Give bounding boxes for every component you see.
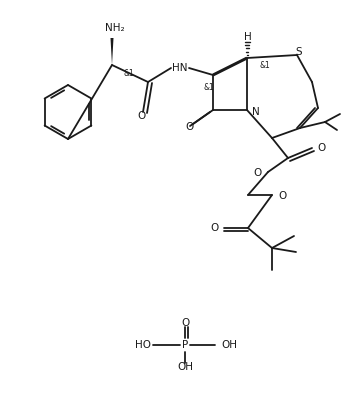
Text: OH: OH (221, 340, 237, 350)
Text: &1: &1 (124, 69, 135, 78)
Text: O: O (317, 143, 325, 153)
Text: HN: HN (172, 63, 188, 73)
Text: O: O (137, 111, 145, 121)
Text: O: O (278, 191, 286, 201)
Text: O: O (254, 168, 262, 178)
Text: S: S (296, 47, 302, 57)
Text: &1: &1 (203, 82, 214, 91)
Text: P: P (182, 340, 188, 350)
Polygon shape (212, 57, 248, 76)
Text: H: H (244, 32, 252, 42)
Polygon shape (111, 38, 113, 65)
Text: N: N (252, 107, 260, 117)
Text: OH: OH (177, 362, 193, 372)
Text: O: O (181, 318, 189, 328)
Text: O: O (185, 122, 193, 132)
Text: O: O (211, 223, 219, 233)
Text: HO: HO (135, 340, 151, 350)
Text: &1: &1 (260, 62, 271, 71)
Text: NH₂: NH₂ (105, 23, 125, 33)
